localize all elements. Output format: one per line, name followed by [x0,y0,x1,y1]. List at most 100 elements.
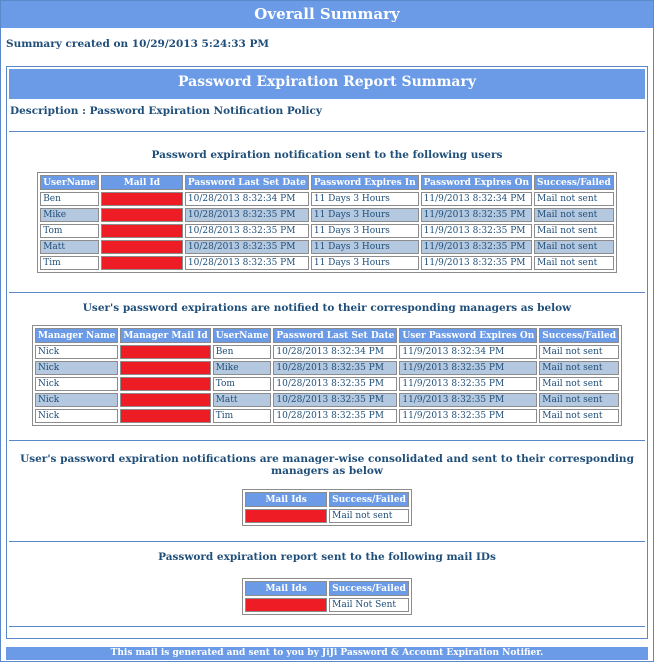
redacted-mail-cell [120,361,211,375]
table-cell: Tom [40,224,99,238]
table-cell: Nick [34,361,119,375]
table-header-row: Mail Ids Success/Failed [245,581,409,596]
table-cell: 11/9/2013 8:32:35 PM [420,208,533,222]
summary-created-text: Summary created on 10/29/2013 5:24:33 PM [6,38,269,50]
table-cell: 11 Days 3 Hours [310,240,419,254]
table-cell: 10/28/2013 8:32:35 PM [273,409,398,423]
table-cell: Matt [212,393,272,407]
table-cell: Mike [212,361,272,375]
table-cell: Nick [34,377,119,391]
divider [9,292,645,293]
column-header: Success/Failed [329,581,409,596]
redacted-mail-cell [100,240,183,254]
manager-notification-table: Manager Name Manager Mail Id UserName Passw… [31,325,623,426]
table-cell: Mail not sent [534,256,614,270]
table-cell: 10/28/2013 8:32:35 PM [184,256,309,270]
report-panel: Password Expiration Report Summary Descr… [6,66,648,639]
column-header: User Password Expires On [399,328,538,343]
section-user-notifications: Password expiration notification sent to… [7,132,647,292]
table-cell: Tom [212,377,272,391]
table-cell: 10/28/2013 8:32:35 PM [184,240,309,254]
table-cell: 10/28/2013 8:32:35 PM [184,208,309,222]
table-cell: Nick [34,393,119,407]
table-cell: 11/9/2013 8:32:35 PM [399,409,538,423]
redacted-mail-cell [245,509,328,523]
column-header: Password Expires On [420,175,533,190]
table-row: Tim 10/28/2013 8:32:35 PM 11 Days 3 Hours 1… [40,256,614,270]
footer-text: This mail is generated and sent to you b… [6,647,648,660]
table-cell: 11/9/2013 8:32:34 PM [399,345,538,359]
table-cell: 11/9/2013 8:32:35 PM [420,224,533,238]
table-cell: Nick [34,409,119,423]
table-cell: 11/9/2013 8:32:35 PM [399,361,538,375]
table-cell: 11/9/2013 8:32:35 PM [420,256,533,270]
table-cell: Mail not sent [534,240,614,254]
table-cell: Ben [40,192,99,206]
column-header: UserName [212,328,272,343]
section-title: Password expiration notification sent to… [151,149,503,161]
table-cell: Mail not sent [534,224,614,238]
table-row: Ben 10/28/2013 8:32:34 PM 11 Days 3 Hours 1… [40,192,614,206]
table-cell: Mail not sent [539,409,620,423]
table-cell: Mail Not Sent [329,598,409,612]
table-cell: 11/9/2013 8:32:35 PM [399,393,538,407]
section-manager-notifications: User's password expirations are notified… [7,293,647,440]
redacted-mail-cell [100,192,183,206]
user-notification-table: UserName Mail Id Password Last Set Date Pas… [37,172,617,273]
table-row: Nick Matt 10/28/2013 8:32:35 PM 11/9/2013 8… [34,393,620,407]
redacted-mail-cell [100,208,183,222]
table-cell: Mail not sent [539,377,620,391]
column-header: Password Last Set Date [273,328,398,343]
divider [9,626,645,627]
table-cell: 11 Days 3 Hours [310,192,419,206]
table-cell: Mail not sent [539,361,620,375]
column-header: Success/Failed [329,492,409,507]
report-title: Password Expiration Report Summary [9,69,645,99]
section-consolidated: User's password expiration notifications… [7,441,647,541]
table-cell: Ben [212,345,272,359]
table-cell: 10/28/2013 8:32:35 PM [184,224,309,238]
table-cell: Mike [40,208,99,222]
redacted-mail-cell [120,345,211,359]
table-row: Nick Mike 10/28/2013 8:32:35 PM 11/9/2013 8… [34,361,620,375]
consolidated-mail-table: Mail Ids Success/Failed Mail not sent [242,489,412,526]
table-cell: 11/9/2013 8:32:35 PM [399,377,538,391]
section-report-mail: Password expiration report sent to the f… [7,542,647,626]
redacted-mail-cell [120,377,211,391]
table-cell: 10/28/2013 8:32:34 PM [184,192,309,206]
column-header: Manager Mail Id [120,328,211,343]
column-header: UserName [40,175,99,190]
table-header-row: Mail Ids Success/Failed [245,492,409,507]
table-cell: 10/28/2013 8:32:35 PM [273,361,398,375]
table-row: Mail Not Sent [245,598,409,612]
redacted-mail-cell [120,409,211,423]
table-cell: Mail not sent [539,345,620,359]
table-cell: Matt [40,240,99,254]
table-cell: 11 Days 3 Hours [310,208,419,222]
table-cell: 11/9/2013 8:32:34 PM [420,192,533,206]
table-cell: Mail not sent [539,393,620,407]
table-row: Nick Ben 10/28/2013 8:32:34 PM 11/9/2013 8:… [34,345,620,359]
table-cell: 10/28/2013 8:32:34 PM [273,345,398,359]
divider [9,440,645,441]
table-row: Nick Tom 10/28/2013 8:32:35 PM 11/9/2013 8:… [34,377,620,391]
table-cell: Nick [34,345,119,359]
table-cell: Tim [40,256,99,270]
table-row: Mail not sent [245,509,409,523]
table-cell: 10/28/2013 8:32:35 PM [273,377,398,391]
section-title: User's password expiration notifications… [20,453,634,477]
table-row: Tom 10/28/2013 8:32:35 PM 11 Days 3 Hours 1… [40,224,614,238]
table-cell: Mail not sent [534,208,614,222]
redacted-mail-cell [100,224,183,238]
table-header-row: Manager Name Manager Mail Id UserName Passw… [34,328,620,343]
section-title: User's password expirations are notified… [82,302,572,314]
column-header: Mail Ids [245,581,328,596]
section-title: Password expiration report sent to the f… [158,551,496,563]
report-description: Description : Password Expiration Notifi… [10,105,322,117]
report-mail-table: Mail Ids Success/Failed Mail Not Sent [242,578,412,615]
table-cell: Mail not sent [329,509,409,523]
table-header-row: UserName Mail Id Password Last Set Date Pas… [40,175,614,190]
divider [9,541,645,542]
table-cell: 10/28/2013 8:32:35 PM [273,393,398,407]
redacted-mail-cell [120,393,211,407]
